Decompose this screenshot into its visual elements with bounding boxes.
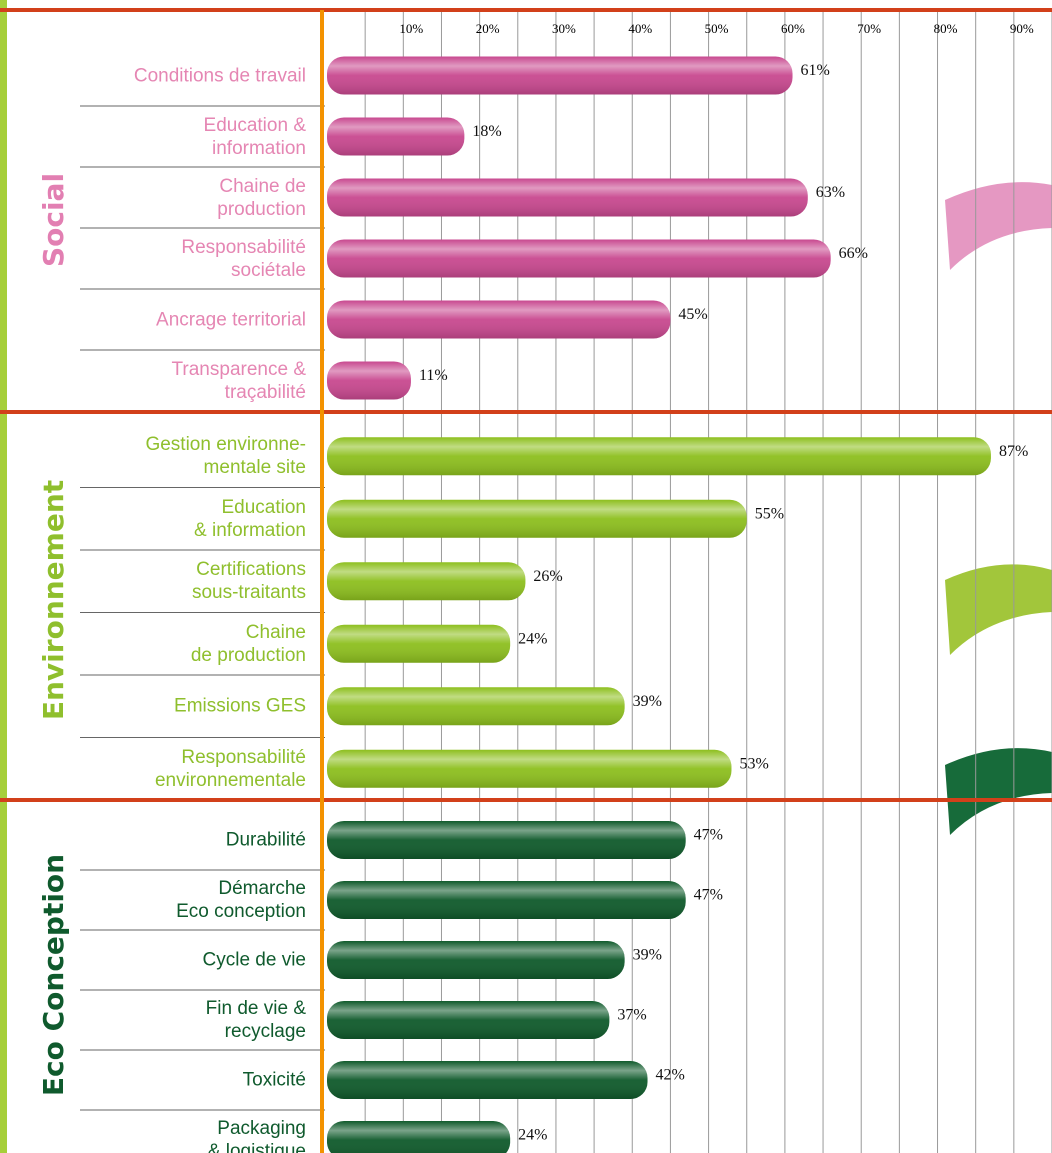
value-label: 63% (816, 184, 845, 201)
category-label: Transparence & traçabilité (172, 358, 306, 404)
value-label: 55% (755, 505, 784, 522)
value-label: 45% (678, 306, 707, 323)
x-tick-label: 80% (934, 21, 958, 36)
category-label: Education & information (194, 496, 306, 542)
value-label: 26% (533, 568, 562, 585)
category-label: Chaine de production (217, 175, 306, 221)
bar-highlight (327, 750, 731, 788)
bar-highlight (327, 301, 670, 339)
chart: 10% 20% 30% 40% 50% 60% 70% 80% 90% Social 61% 18% 6… (0, 0, 1052, 1153)
section-title: Eco Conception (37, 854, 70, 1096)
category-label: Ancrage territorial (156, 308, 306, 331)
category-label: Toxicité (243, 1069, 306, 1092)
decoration (945, 564, 1052, 655)
bar-highlight (327, 562, 525, 600)
x-tick-label: 30% (552, 21, 576, 36)
bar-highlight (327, 57, 793, 95)
value-label: 47% (694, 827, 723, 844)
decoration (945, 748, 1052, 835)
category-label: Gestion environne- mentale site (145, 433, 306, 479)
value-label: 37% (617, 1007, 646, 1024)
value-label: 66% (839, 245, 868, 262)
bar-highlight (327, 687, 625, 725)
bar-highlight (327, 625, 510, 663)
value-label: 53% (739, 755, 768, 772)
category-label: Responsabilité environnementale (155, 746, 306, 792)
x-tick-label: 50% (705, 21, 729, 36)
x-tick-label: 40% (628, 21, 652, 36)
category-label: Conditions de travail (134, 64, 306, 87)
category-label: Packaging & logistique (208, 1117, 306, 1153)
bar-highlight (327, 821, 686, 859)
category-label: Education & information (204, 114, 306, 160)
bar-highlight (327, 1061, 648, 1099)
category-label: Fin de vie & recyclage (206, 997, 306, 1043)
value-label: 47% (694, 887, 723, 904)
category-label: Démarche Eco conception (176, 877, 306, 923)
value-label: 24% (518, 630, 547, 647)
page: 10% 20% 30% 40% 50% 60% 70% 80% 90% Social 61% 18% 6… (0, 0, 1052, 1153)
decoration (945, 182, 1052, 270)
value-label: 39% (633, 947, 662, 964)
bar-highlight (327, 240, 831, 278)
x-tick-label: 90% (1010, 21, 1034, 36)
value-label: 42% (656, 1067, 685, 1084)
x-tick-label: 60% (781, 21, 805, 36)
x-tick-label: 20% (476, 21, 500, 36)
bar-highlight (327, 118, 464, 156)
value-label: 61% (801, 62, 830, 79)
bar-highlight (327, 362, 411, 400)
section-title: Environnement (37, 480, 70, 720)
section-title: Social (37, 173, 70, 267)
x-tick-label: 70% (857, 21, 881, 36)
category-label: Certifications sous-traitants (192, 558, 306, 604)
category-label: Emissions GES (174, 695, 306, 718)
bar-highlight (327, 941, 625, 979)
category-label: Chaine de production (191, 621, 306, 667)
bar-highlight (327, 179, 808, 217)
bar-highlight (327, 1001, 609, 1039)
value-label: 87% (999, 443, 1028, 460)
category-label: Durabilité (226, 829, 306, 852)
x-tick-label: 10% (399, 21, 423, 36)
bar-highlight (327, 437, 991, 475)
bar-highlight (327, 500, 747, 538)
value-label: 18% (472, 123, 501, 140)
value-label: 39% (633, 693, 662, 710)
category-label: Cycle de vie (203, 949, 307, 972)
value-label: 24% (518, 1127, 547, 1144)
bar-highlight (327, 1121, 510, 1153)
category-label: Responsabilité sociétale (181, 236, 306, 282)
bar-highlight (327, 881, 686, 919)
left-border (0, 0, 7, 1153)
value-label: 11% (419, 367, 448, 384)
